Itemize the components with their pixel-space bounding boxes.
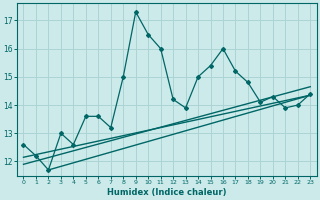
- X-axis label: Humidex (Indice chaleur): Humidex (Indice chaleur): [107, 188, 227, 197]
